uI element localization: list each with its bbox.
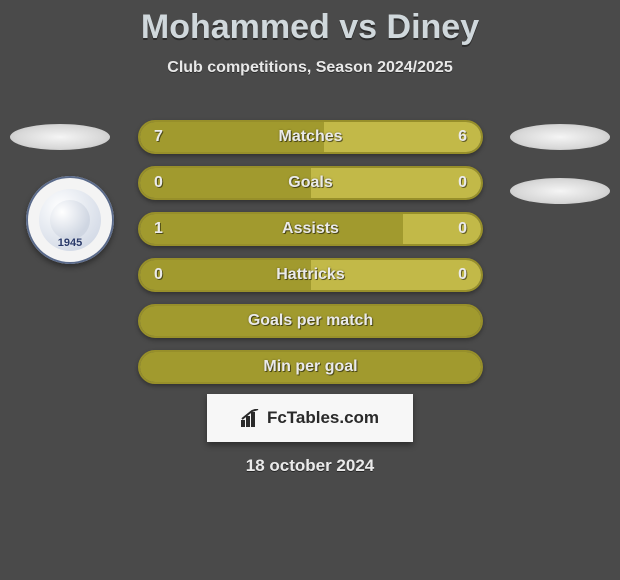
comparison-bars: 76Matches 00Goals 10Assists 00Hattricks Goal… — [138, 120, 483, 396]
bar-label: Hattricks — [140, 260, 481, 290]
subtitle: Club competitions, Season 2024/2025 — [0, 59, 620, 77]
bar-row: 00Goals — [138, 166, 483, 200]
page-title: Mohammed vs Diney — [0, 0, 620, 47]
bar-label: Matches — [140, 122, 481, 152]
brand-text: FcTables.com — [267, 408, 379, 428]
bar-label: Min per goal — [140, 352, 481, 382]
bar-label: Goals — [140, 168, 481, 198]
bar-label: Goals per match — [140, 306, 481, 336]
bar-row: Min per goal — [138, 350, 483, 384]
club-badge: 1945 — [26, 176, 114, 264]
bar-row: Goals per match — [138, 304, 483, 338]
club-year: 1945 — [39, 237, 101, 249]
chart-icon — [241, 409, 263, 427]
bar-row: 76Matches — [138, 120, 483, 154]
bar-row: 10Assists — [138, 212, 483, 246]
player-right-avatar-1 — [510, 124, 610, 150]
date-line: 18 october 2024 — [0, 456, 620, 476]
player-right-avatar-2 — [510, 178, 610, 204]
brand-box: FcTables.com — [207, 394, 413, 442]
player-left-avatar — [10, 124, 110, 150]
bar-label: Assists — [140, 214, 481, 244]
bar-row: 00Hattricks — [138, 258, 483, 292]
